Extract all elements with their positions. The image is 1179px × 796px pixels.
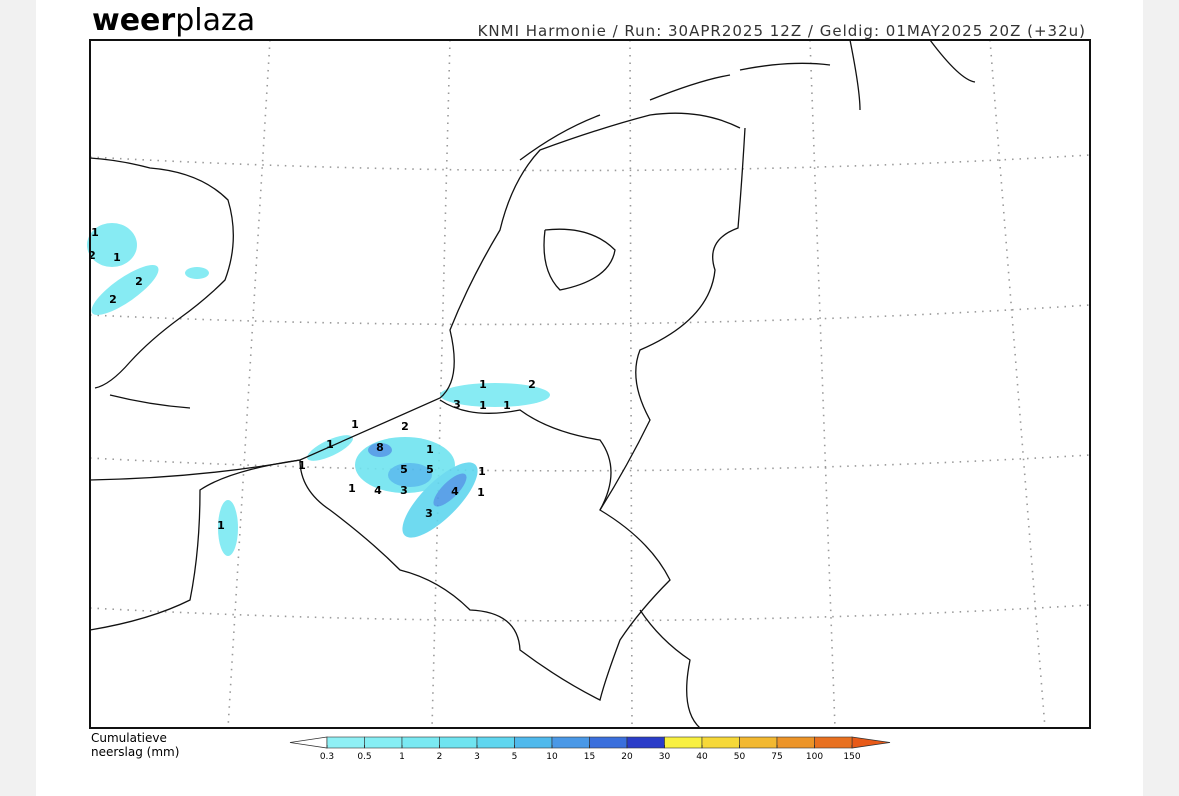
- precip-label: 1: [348, 482, 356, 495]
- precip-label: 2: [401, 420, 409, 433]
- colorbar-segment: [364, 736, 403, 749]
- legend-title: neerslag (mm): [91, 745, 179, 759]
- colorbar-label: 15: [584, 752, 595, 762]
- colorbar-label: 1: [399, 752, 405, 762]
- precip-label: 1: [351, 418, 359, 431]
- precip-label: 8: [376, 441, 384, 454]
- precip-label: 3: [400, 484, 408, 497]
- precip-label: 1: [91, 226, 99, 239]
- graticule: [89, 39, 1091, 729]
- precip-label: 2: [528, 378, 536, 391]
- colorbar-label: 50: [734, 752, 746, 762]
- precip-labels: 1 2 1 2 2 1 2 3 1 1 2 1 1 8 1 1 5 5 1 1 4 3 4 1 3 1: [88, 226, 536, 532]
- colorbar-label: 75: [771, 752, 782, 762]
- precip-label: 1: [298, 459, 306, 472]
- colorbar-label: 3: [474, 752, 480, 762]
- map-frame: [89, 39, 1091, 729]
- colorbar-high: [851, 736, 891, 749]
- colorbar-low: [289, 736, 328, 749]
- precip-label: 4: [374, 484, 382, 497]
- precip-label: 4: [451, 485, 459, 498]
- colorbar-segment: [439, 736, 478, 749]
- colorbar-label: 2: [437, 752, 443, 762]
- precip-label: 5: [400, 463, 408, 476]
- precip-label: 1: [477, 486, 485, 499]
- colorbar: 0.3 0.5 1 2 3 5 10 15 20 30 40 50 75 100 150: [289, 736, 891, 762]
- colorbar-segment: [514, 736, 553, 749]
- colorbar-label: 20: [621, 752, 633, 762]
- colorbar-segment: [776, 736, 815, 749]
- precip-label: 1: [326, 438, 334, 451]
- logo: weerplaza: [92, 3, 255, 38]
- precip-label: 2: [88, 249, 96, 262]
- precip-label: 1: [478, 465, 486, 478]
- precip-label: 3: [425, 507, 433, 520]
- precip-label: 2: [135, 275, 143, 288]
- colorbar-segment: [664, 736, 703, 749]
- colorbar-label: 30: [659, 752, 671, 762]
- precip-label: 2: [109, 293, 117, 306]
- logo-bold: weer: [92, 3, 175, 38]
- run-info: KNMI Harmonie / Run: 30APR2025 12Z / Gel…: [478, 22, 1086, 40]
- colorbar-label: 150: [843, 752, 860, 762]
- colorbar-segment: [701, 736, 740, 749]
- colorbar-label: 40: [696, 752, 708, 762]
- coastlines: [89, 39, 976, 729]
- colorbar-label: 100: [806, 752, 823, 762]
- colorbar-segment: [476, 736, 515, 749]
- colorbar-label: 0.5: [357, 752, 371, 762]
- colorbar-segment: [326, 736, 365, 749]
- colorbar-label: 5: [512, 752, 518, 762]
- precip-label: 1: [479, 399, 487, 412]
- colorbar-segment: [551, 736, 590, 749]
- colorbar-segment: [739, 736, 778, 749]
- colorbar-label: 10: [546, 752, 558, 762]
- precip-label: 3: [453, 398, 461, 411]
- precip-label: 1: [426, 443, 434, 456]
- precip-label: 1: [217, 519, 225, 532]
- colorbar-segment: [589, 736, 628, 749]
- precip-label: 5: [426, 463, 434, 476]
- precip-label: 1: [503, 399, 511, 412]
- precip-label: 1: [479, 378, 487, 391]
- colorbar-segment: [401, 736, 440, 749]
- colorbar-label: 0.3: [320, 752, 334, 762]
- legend-title: Cumulatieve: [91, 731, 167, 745]
- precip-label: 1: [113, 251, 121, 264]
- logo-light: plaza: [175, 3, 255, 38]
- colorbar-segment: [626, 736, 665, 749]
- colorbar-segment: [814, 736, 853, 749]
